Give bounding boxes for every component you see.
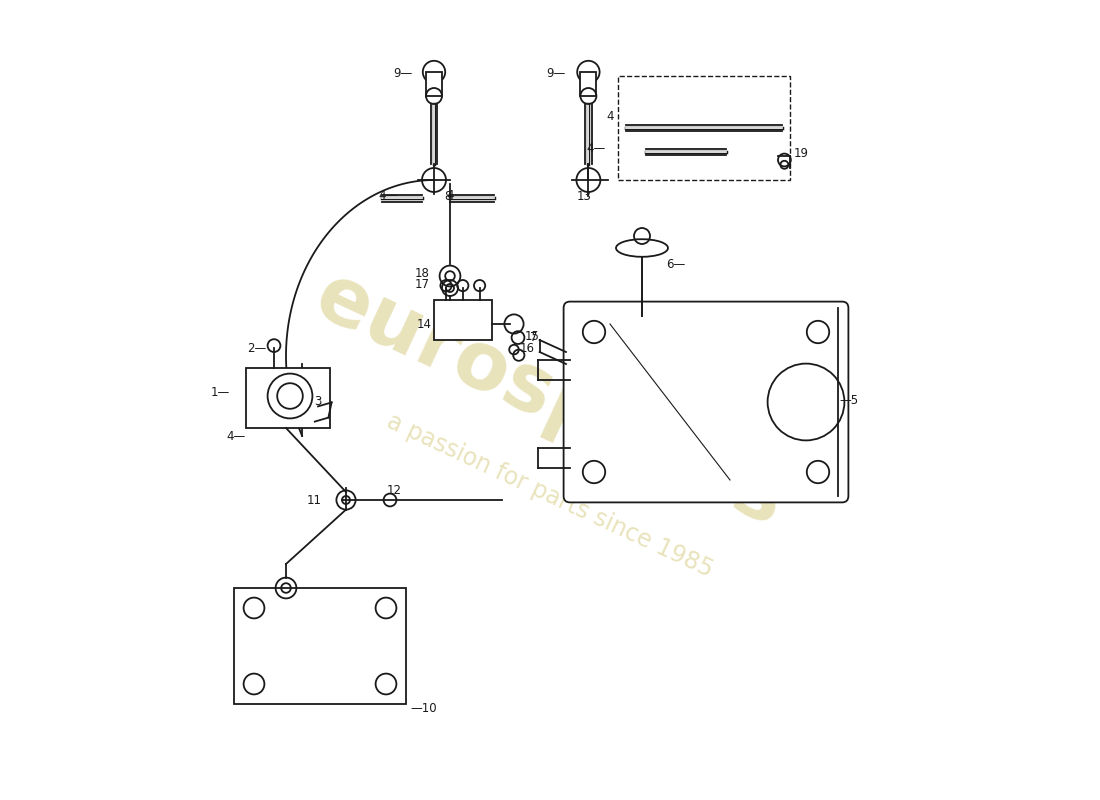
Bar	[246, 368, 330, 428]
Text: 19: 19	[794, 147, 808, 160]
Text: eurospares: eurospares	[302, 257, 798, 543]
Text: 17: 17	[415, 278, 430, 291]
Text: 18: 18	[415, 267, 430, 280]
Text: 6—: 6—	[666, 258, 685, 270]
Bar	[234, 588, 406, 704]
Text: 11: 11	[307, 494, 322, 506]
Text: 9—: 9—	[546, 67, 565, 80]
Text: —10: —10	[410, 702, 437, 714]
Text: 2—: 2—	[246, 342, 266, 354]
Text: 12: 12	[387, 484, 402, 497]
Text: 4—: 4—	[586, 142, 606, 154]
Text: 3: 3	[314, 395, 321, 408]
Text: 16: 16	[519, 342, 535, 354]
Text: 13: 13	[576, 190, 592, 202]
FancyBboxPatch shape	[563, 302, 848, 502]
Bar	[618, 76, 790, 180]
Ellipse shape	[616, 239, 668, 257]
Text: 1—: 1—	[211, 386, 230, 398]
Text: 4: 4	[606, 110, 614, 122]
Text: 4—: 4—	[227, 430, 246, 442]
Text: 15: 15	[525, 330, 539, 342]
Text: 4: 4	[446, 189, 453, 202]
Text: 8: 8	[444, 190, 452, 202]
Text: a passion for parts since 1985: a passion for parts since 1985	[383, 410, 717, 582]
Bar	[426, 72, 442, 96]
Bar	[581, 72, 596, 96]
Text: —5: —5	[839, 394, 859, 406]
Bar	[434, 300, 492, 340]
Text: 14: 14	[417, 318, 431, 330]
Text: 4—: 4—	[378, 189, 398, 202]
Text: 7: 7	[530, 331, 537, 344]
Text: 9—: 9—	[393, 67, 412, 80]
